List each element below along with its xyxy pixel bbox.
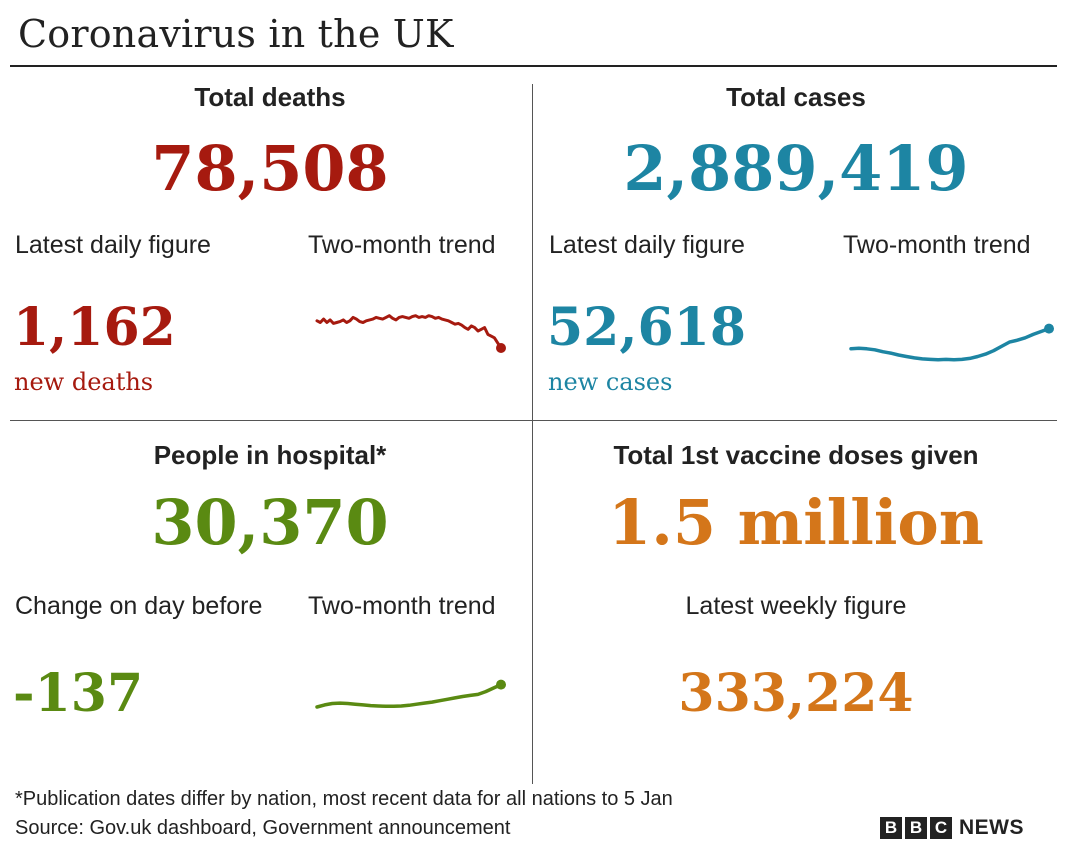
cases-daily-unit: new cases	[548, 368, 672, 396]
deaths-total: 78,508	[10, 132, 530, 205]
deaths-daily-value: 1,162	[13, 297, 176, 358]
trend-line	[317, 316, 501, 348]
vaccine-heading: Total 1st vaccine doses given	[535, 440, 1057, 471]
trend-line	[317, 685, 501, 707]
logo-box-2: B	[905, 817, 927, 839]
page-title: Coronavirus in the UK	[18, 12, 454, 56]
title-divider	[10, 65, 1057, 67]
cases-daily-value: 52,618	[547, 297, 746, 358]
vaccine-weekly-value: 333,224	[535, 663, 1057, 724]
vaccine-weekly-label: Latest weekly figure	[535, 592, 1057, 621]
deaths-trend-chart	[311, 308, 507, 354]
hospital-change-label: Change on day before	[15, 592, 262, 621]
cases-latest-label: Latest daily figure	[549, 231, 745, 260]
bbc-news-logo: B B C NEWS	[880, 816, 1024, 840]
cases-heading: Total cases	[535, 82, 1057, 113]
hospital-trend-label: Two-month trend	[308, 592, 496, 621]
horizontal-divider	[10, 420, 1057, 421]
hospital-change-value: -137	[13, 663, 143, 724]
vaccine-panel: Total 1st vaccine doses given 1.5 millio…	[535, 428, 1057, 778]
trend-line	[851, 329, 1049, 360]
deaths-trend-label: Two-month trend	[308, 231, 496, 260]
hospital-total: 30,370	[10, 486, 530, 559]
vaccine-total: 1.5 million	[535, 486, 1057, 559]
hospital-trend-chart	[311, 673, 507, 713]
source-note: Source: Gov.uk dashboard, Government ann…	[15, 817, 510, 840]
deaths-latest-label: Latest daily figure	[15, 231, 211, 260]
logo-news-text: NEWS	[959, 816, 1024, 840]
cases-total: 2,889,419	[535, 132, 1057, 205]
footnote: *Publication dates differ by nation, mos…	[15, 788, 673, 811]
hospital-heading: People in hospital*	[10, 440, 530, 471]
hospital-panel: People in hospital* 30,370 Change on day…	[10, 428, 530, 778]
trend-end-point	[496, 343, 506, 353]
logo-box-3: C	[930, 817, 952, 839]
deaths-heading: Total deaths	[10, 82, 530, 113]
deaths-panel: Total deaths 78,508 Latest daily figure …	[10, 70, 530, 415]
deaths-daily-unit: new deaths	[14, 368, 153, 396]
cases-trend-chart	[845, 314, 1055, 374]
logo-box-1: B	[880, 817, 902, 839]
cases-trend-label: Two-month trend	[843, 231, 1031, 260]
trend-end-point	[496, 680, 506, 690]
trend-end-point	[1044, 324, 1054, 334]
vertical-divider	[532, 84, 533, 784]
